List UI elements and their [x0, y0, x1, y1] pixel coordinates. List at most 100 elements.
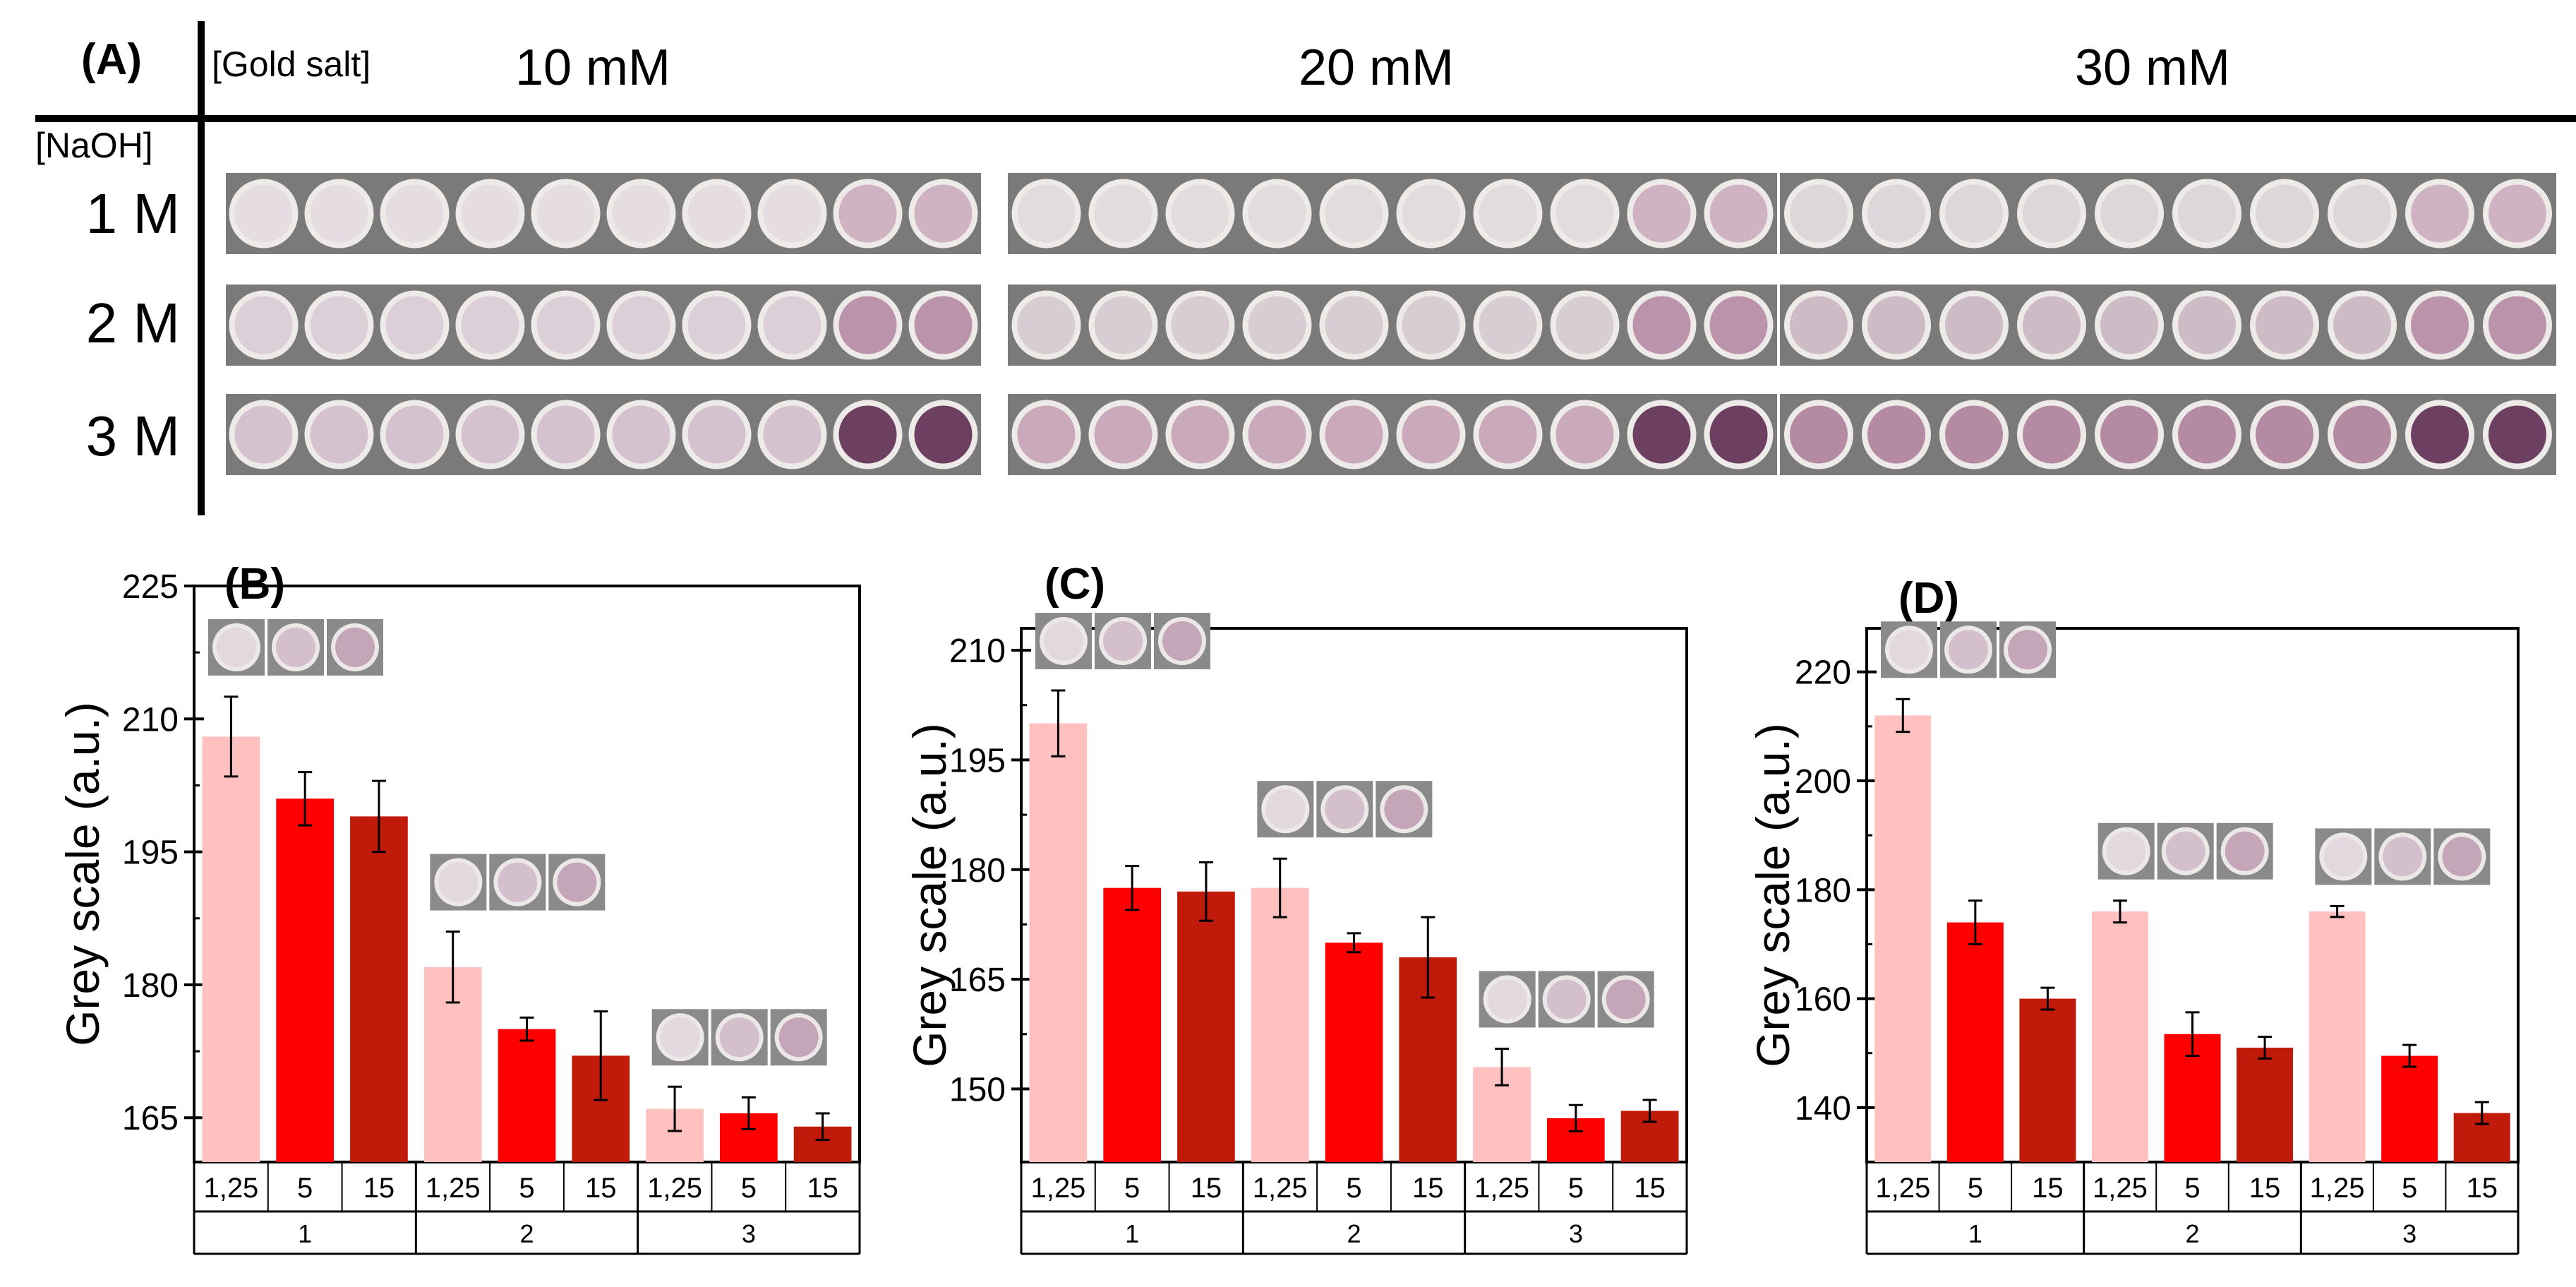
spot — [536, 184, 595, 243]
spot — [1555, 184, 1614, 243]
bar-2-1,25 — [2091, 911, 2148, 1162]
chart-d: (D) Grey scale (a.u.) 140 160 180 200 220 1,25 5… — [1747, 574, 2520, 1255]
spot — [234, 296, 293, 354]
thumb-spot — [2442, 837, 2482, 877]
spot — [1632, 296, 1691, 354]
spot — [1709, 296, 1768, 354]
row-2m-label: 2 M — [86, 292, 180, 354]
bar-1-1,25 — [1029, 723, 1088, 1162]
spot — [1479, 405, 1537, 464]
spot — [310, 405, 368, 464]
spot — [914, 405, 973, 464]
conc-20mm-label: 20 mM — [1299, 40, 1454, 96]
spot — [2488, 184, 2546, 243]
spot — [536, 405, 595, 464]
spot — [914, 296, 973, 354]
subcategory-label: 5 — [2184, 1173, 2200, 1204]
spot — [1248, 296, 1306, 354]
conc-30mm-label: 30 mM — [2075, 40, 2230, 96]
y-tick-label: 180 — [1795, 872, 1851, 909]
subcategory-label: 1,25 — [1474, 1173, 1529, 1204]
spot — [1171, 296, 1229, 354]
spot — [1790, 405, 1848, 464]
subcategory-label: 15 — [363, 1173, 395, 1204]
y-tick-label: 180 — [122, 967, 179, 1005]
y-tick-label: 220 — [1795, 654, 1851, 692]
thumb-spot — [2008, 630, 2047, 670]
thumb-spot — [557, 862, 597, 902]
group-label: 1 — [1125, 1219, 1139, 1248]
spot — [2100, 296, 2158, 354]
thumb-spot — [2225, 831, 2265, 871]
spot — [2333, 184, 2391, 243]
spot — [1402, 405, 1460, 464]
subcategory-label: 5 — [1568, 1173, 1584, 1204]
group-label: 1 — [1968, 1219, 1982, 1248]
spot — [2100, 184, 2158, 243]
chart-title: (D) — [1898, 574, 1959, 623]
thumb-spot — [778, 1017, 819, 1058]
thumb-spot — [1949, 630, 1988, 670]
y-tick-label: 225 — [122, 568, 179, 606]
thumb-spot — [2106, 831, 2146, 871]
spot — [1709, 405, 1768, 464]
spot — [1094, 296, 1152, 354]
spot — [838, 405, 897, 464]
spot — [763, 405, 821, 464]
row-1m-label: 1 M — [86, 182, 180, 245]
spot — [1171, 184, 1229, 243]
spot — [1325, 296, 1383, 354]
y-tick-label: 150 — [949, 1071, 1006, 1108]
gold-salt-header: [Gold salt] — [212, 44, 371, 84]
spot — [1867, 405, 1925, 464]
spot — [1017, 184, 1076, 243]
thumb-spot — [498, 862, 538, 902]
spot — [461, 184, 519, 243]
subcategory-label: 1,25 — [1030, 1173, 1085, 1204]
spot — [1945, 184, 2003, 243]
subcategory-label: 1,25 — [426, 1173, 481, 1204]
spot — [234, 405, 293, 464]
spot — [1171, 405, 1229, 464]
bar-1-15 — [350, 816, 408, 1162]
thumb-spot — [276, 627, 315, 667]
spot — [310, 296, 368, 354]
subcategory-label: 5 — [1346, 1173, 1361, 1204]
spot — [612, 296, 670, 354]
spot — [1479, 296, 1537, 354]
conc-10mm-label: 10 mM — [515, 40, 670, 96]
y-axis-label: Grey scale (a.u.) — [903, 723, 956, 1067]
y-tick-label: 210 — [122, 701, 179, 738]
spot — [1479, 184, 1537, 243]
bar-2-1,25 — [1251, 887, 1309, 1162]
thumb-spot — [2323, 837, 2364, 877]
spot — [2178, 405, 2236, 464]
panel-a-label: (A) — [81, 35, 142, 84]
row-3m-label: 3 M — [86, 405, 180, 467]
spot — [612, 184, 670, 243]
subcategory-label: 1,25 — [647, 1173, 702, 1204]
subcategory-label: 1,25 — [203, 1173, 258, 1204]
subcategory-label: 5 — [519, 1173, 534, 1204]
thumb-spot — [719, 1017, 759, 1058]
bar-1-1,25 — [1874, 715, 1932, 1162]
y-tick-label: 160 — [1795, 981, 1851, 1019]
spot — [2411, 184, 2469, 243]
spot — [385, 296, 444, 354]
spot — [2023, 184, 2081, 243]
chart-b: (B) Grey scale (a.u.) 165 180 195 210 225 1,25 5… — [56, 560, 861, 1255]
y-tick-label: 165 — [949, 962, 1006, 999]
spot — [1094, 184, 1152, 243]
y-tick-label: 180 — [949, 852, 1006, 890]
y-tick-label: 140 — [1795, 1090, 1851, 1127]
spot — [2411, 296, 2469, 354]
thumb-spot — [438, 862, 479, 902]
group-label: 2 — [2185, 1219, 2199, 1248]
spot — [763, 184, 821, 243]
spot — [2488, 405, 2546, 464]
thumb-spot — [2383, 837, 2423, 877]
thumb-spot — [217, 627, 256, 667]
spot — [2488, 296, 2546, 354]
bar-1-5 — [1103, 887, 1162, 1162]
